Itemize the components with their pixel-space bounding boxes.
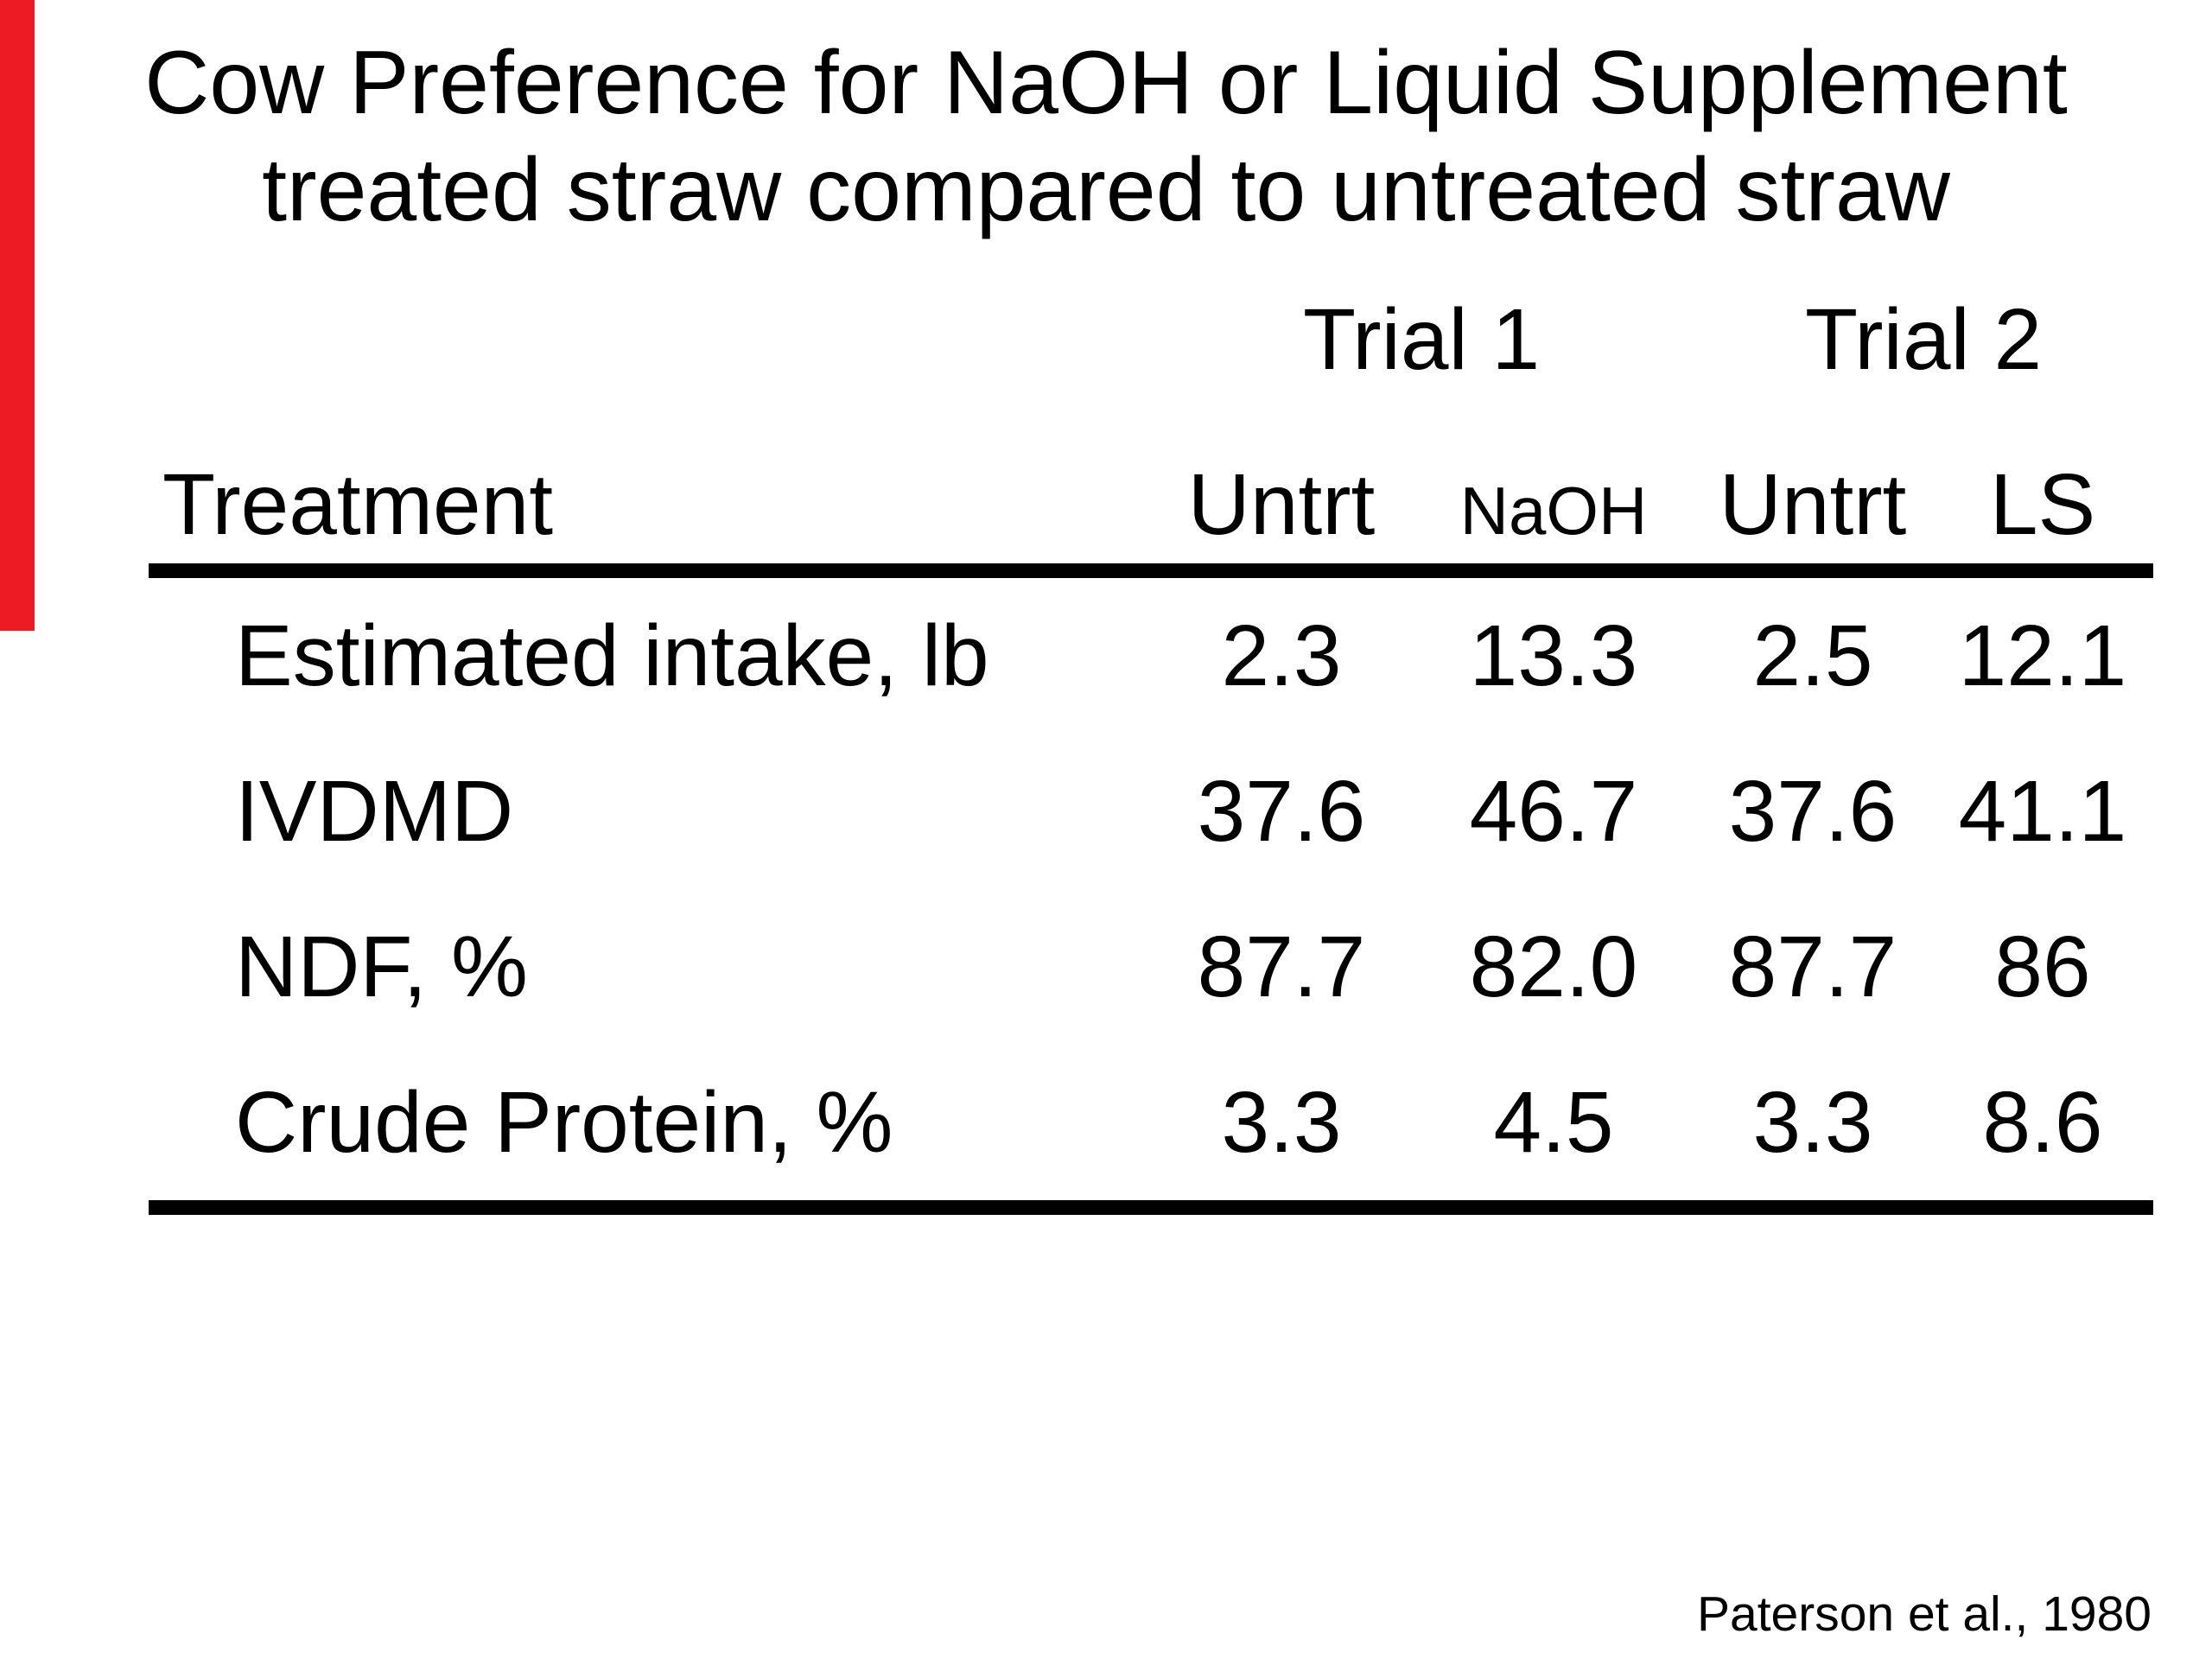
cell-trial1-untrt: 87.7 — [1197, 918, 1366, 1015]
slide-title: Cow Preference for NaOH or Liquid Supple… — [0, 29, 2212, 244]
cell-trial2-ls: 12.1 — [1958, 607, 2127, 704]
cell-trial2-ls: 86 — [1994, 918, 2091, 1015]
table-row-crude-protein: Crude Protein, % 3.3 4.5 3.3 8.6 — [149, 1045, 2153, 1200]
column-header-treatment: Treatment — [162, 456, 554, 553]
cell-trial1-naoh: 4.5 — [1493, 1073, 1614, 1171]
column-header-untrt-trial1: Untrt — [1187, 456, 1376, 553]
trial-row-spacer — [149, 292, 1149, 387]
table-row-estimated-intake: Estimated intake, lb 2.3 13.3 2.5 12.1 — [149, 578, 2153, 734]
table-top-rule — [149, 563, 2153, 578]
cell-trial1-untrt: 2.3 — [1221, 607, 1342, 704]
row-label: Crude Protein, % — [235, 1073, 893, 1171]
cell-trial2-untrt: 37.6 — [1728, 762, 1897, 860]
table-row-ndf: NDF, % 87.7 82.0 87.7 86 — [149, 889, 2153, 1045]
title-line-2: treated straw compared to untreated stra… — [262, 140, 1950, 240]
cell-trial1-naoh: 13.3 — [1469, 607, 1638, 704]
cell-trial1-naoh: 46.7 — [1469, 762, 1638, 860]
column-header-row: Treatment Untrt NaOH Untrt LS — [149, 457, 2153, 558]
trial-2-group-header: Trial 2 — [1804, 291, 2043, 388]
table-row-ivdmd: IVDMD 37.6 46.7 37.6 41.1 — [149, 734, 2153, 889]
column-header-ls: LS — [1989, 456, 2096, 553]
trial-1-group-header: Trial 1 — [1302, 291, 1541, 388]
cell-trial2-ls: 41.1 — [1958, 762, 2127, 860]
cell-trial2-untrt: 87.7 — [1728, 918, 1897, 1015]
red-accent-bar — [0, 0, 35, 631]
title-line-1: Cow Preference for NaOH or Liquid Supple… — [144, 33, 2068, 133]
data-table: Trial 1 Trial 2 Treatment Untrt NaOH Unt… — [149, 292, 2153, 1215]
cell-trial2-untrt: 2.5 — [1752, 607, 1873, 704]
cell-trial1-naoh: 82.0 — [1469, 918, 1638, 1015]
column-header-naoh: NaOH — [1459, 473, 1648, 549]
row-label: Estimated intake, lb — [235, 607, 989, 704]
row-label: IVDMD — [235, 762, 514, 860]
column-header-untrt-trial2: Untrt — [1719, 456, 1907, 553]
trial-group-header-row: Trial 1 Trial 2 — [149, 292, 2153, 387]
cell-trial2-untrt: 3.3 — [1752, 1073, 1873, 1171]
table-bottom-rule — [149, 1200, 2153, 1215]
citation: Paterson et al., 1980 — [1696, 1586, 2152, 1642]
row-label: NDF, % — [235, 918, 528, 1015]
cell-trial1-untrt: 3.3 — [1221, 1073, 1342, 1171]
cell-trial1-untrt: 37.6 — [1197, 762, 1366, 860]
cell-trial2-ls: 8.6 — [1982, 1073, 2103, 1171]
